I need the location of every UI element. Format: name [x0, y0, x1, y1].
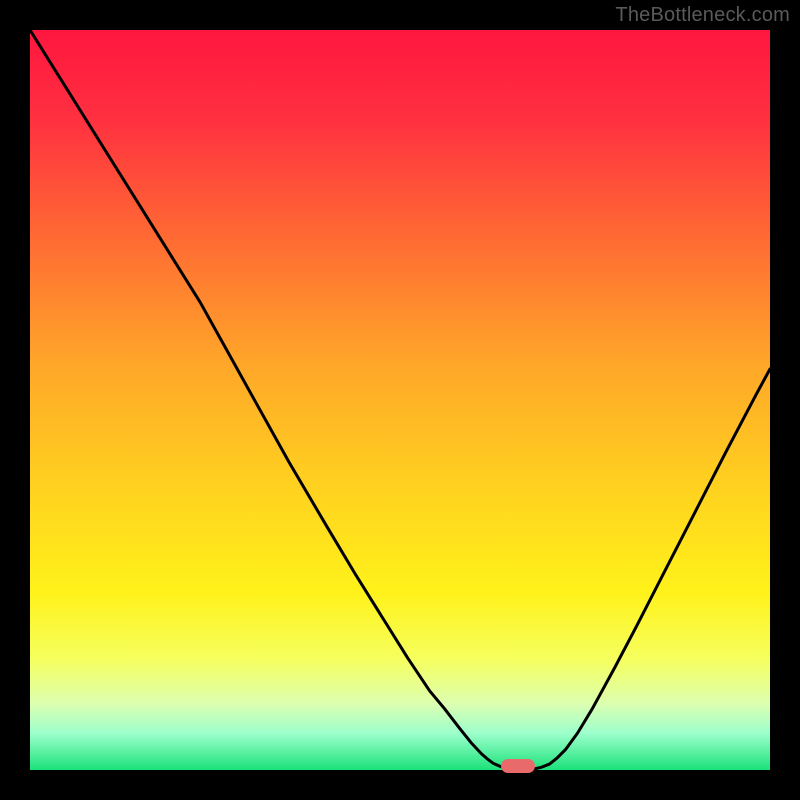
bottleneck-curve: [30, 30, 770, 770]
chart-frame: TheBottleneck.com: [0, 0, 800, 800]
watermark-text: TheBottleneck.com: [615, 4, 790, 27]
plot-area: [30, 30, 770, 770]
optimum-marker: [501, 759, 535, 773]
